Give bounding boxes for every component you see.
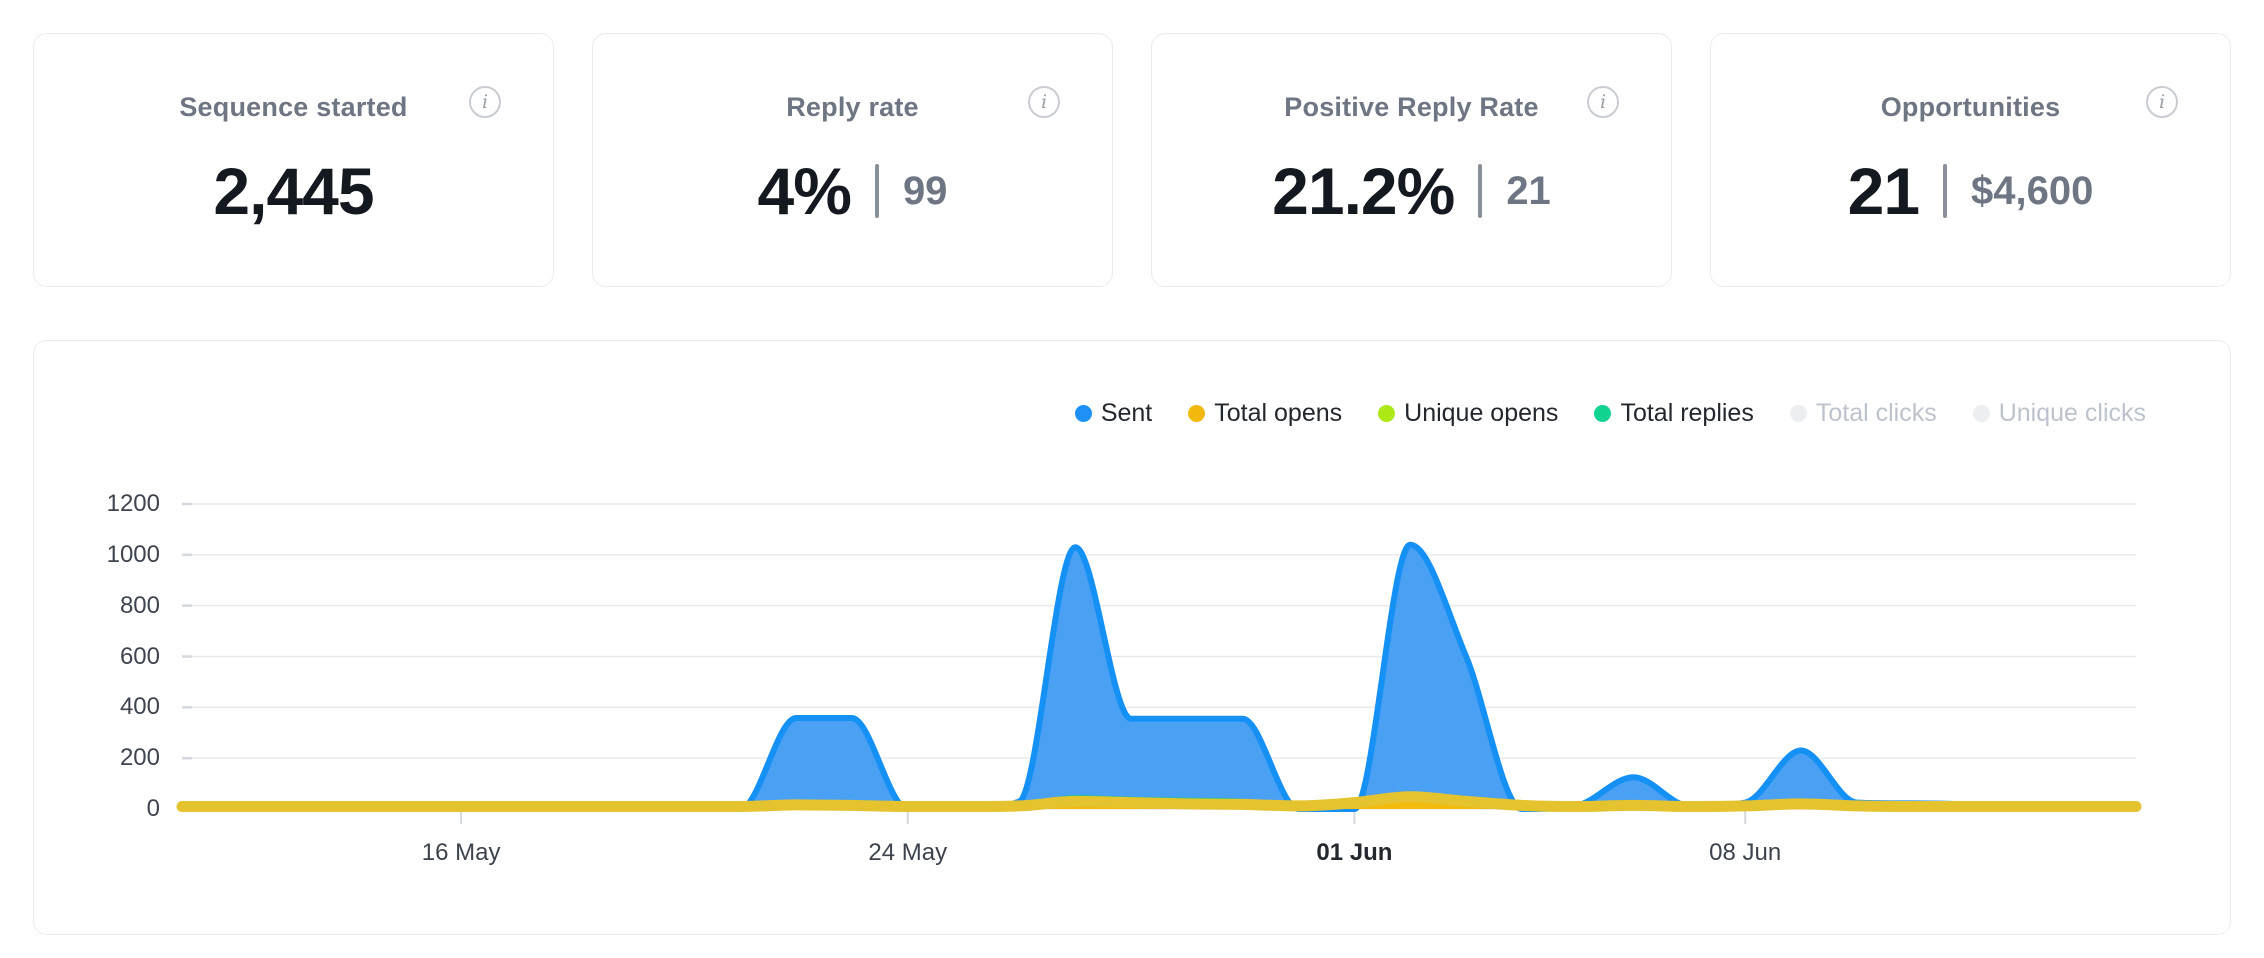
y-axis-label: 600 [119,642,160,670]
card-title: Positive Reply Rate [1284,92,1539,122]
y-axis-label: 0 [146,795,160,822]
legend-label: Total replies [1620,399,1754,427]
card-value-row: 4% 99 [758,153,948,229]
y-axis-label: 1200 [106,490,160,517]
chart-legend: Sent Total opens Unique opens Total replies… [1074,399,2146,428]
y-axis-label: 1000 [106,540,160,568]
legend-label: Total opens [1214,399,1343,427]
dashboard-page: Sequence started i 2,445 Reply rate i 4%… [33,33,2231,935]
metric-cards-row: Sequence started i 2,445 Reply rate i 4%… [33,33,2231,287]
card-value-row: 21.2% 21 [1272,153,1551,229]
legend-dot [1789,405,1807,422]
legend-label: Sent [1100,399,1153,427]
card-secondary-value: 21 [1506,168,1551,213]
legend-item-total-replies[interactable]: Total replies [1594,399,1754,428]
card-value: 21.2% [1272,154,1455,228]
legend-item-unique-opens[interactable]: Unique opens [1378,399,1558,428]
legend-dot [1378,405,1396,422]
y-axis-label: 200 [119,744,160,772]
card-reply-rate: Reply rate i 4% 99 [592,33,1113,287]
card-secondary-group: 99 [874,164,948,218]
area-chart-svg[interactable] [176,502,2142,834]
x-axis-label: 01 Jun [1316,839,1393,866]
legend-label: Total clicks [1815,399,1937,427]
card-secondary-value: $4,600 [1971,168,2094,213]
legend-dot [1972,405,1990,422]
card-secondary-group: 21 [1478,164,1551,218]
card-title: Opportunities [1880,92,2061,122]
card-value: 21 [1847,154,1920,228]
card-value-row: 21 $4,600 [1848,153,2094,229]
x-axis-label: 24 May [868,839,948,866]
y-axis-label: 400 [119,693,160,721]
series-line-total-opens [176,791,2142,812]
value-separator [1478,164,1483,218]
card-secondary-group: $4,600 [1943,164,2093,218]
card-sequence-started: Sequence started i 2,445 [33,33,554,287]
legend-item-total-clicks[interactable]: Total clicks [1789,399,1937,428]
card-value: 2,445 [213,154,374,228]
y-axis-label: 800 [119,591,160,619]
card-title: Reply rate [786,92,919,122]
series-area-sent [182,544,2136,809]
chart-plot-area[interactable] [176,502,2142,834]
info-icon[interactable]: i [2146,86,2178,118]
card-opportunities: Opportunities i 21 $4,600 [1710,33,2231,287]
legend-dot [1188,405,1206,422]
legend-item-total-opens[interactable]: Total opens [1188,399,1342,428]
legend-item-unique-clicks[interactable]: Unique clicks [1972,399,2146,428]
info-icon[interactable]: i [469,86,501,118]
card-value: 4% [757,154,852,228]
card-secondary-value: 99 [902,168,948,213]
analytics-chart-card: Sent Total opens Unique opens Total replies… [33,340,2231,935]
card-value-row: 2,445 [213,153,374,229]
value-separator [874,164,879,218]
legend-item-sent[interactable]: Sent [1074,399,1153,428]
legend-dot [1594,405,1612,422]
legend-label: Unique clicks [1998,399,2146,427]
legend-label: Unique opens [1404,399,1559,427]
info-icon[interactable]: i [1028,86,1060,118]
card-title: Sequence started [179,92,408,122]
card-positive-reply-rate: Positive Reply Rate i 21.2% 21 [1151,33,1672,287]
info-icon[interactable]: i [1587,86,1619,118]
x-axis-label: 08 Jun [1709,839,1782,866]
value-separator [1943,164,1948,218]
x-axis-label: 16 May [421,839,501,866]
legend-dot [1074,405,1092,422]
